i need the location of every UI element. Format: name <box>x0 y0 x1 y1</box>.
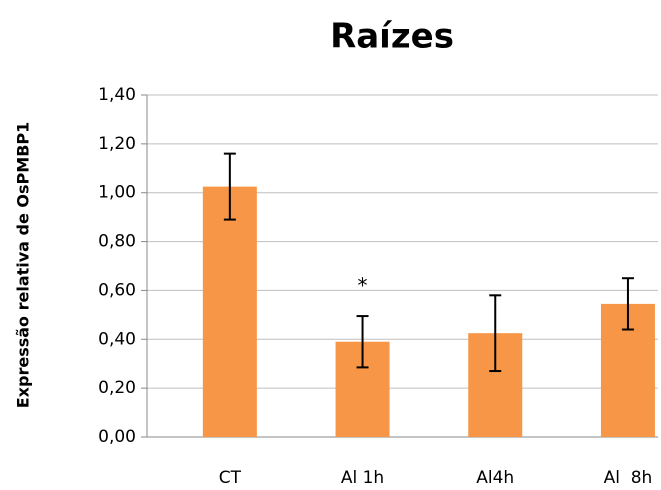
y-tick-label: 0,20 <box>98 378 136 398</box>
y-axis-label: Expressão relativa de OsPMBP1 <box>14 122 33 409</box>
x-tick-label: Al 1h <box>341 468 384 488</box>
y-tick-label: 0,40 <box>98 329 136 349</box>
annotation: * <box>358 274 368 298</box>
y-tick-label: 1,00 <box>98 183 136 203</box>
y-tick-label: 1,20 <box>98 134 136 154</box>
x-tick-label: CT <box>219 468 242 488</box>
bar <box>202 186 257 437</box>
y-tick-label: 0,80 <box>98 232 136 252</box>
y-tick-label: 0,00 <box>98 427 136 447</box>
chart-title: Raízes <box>330 17 454 57</box>
x-tick-label: Al4h <box>476 468 514 488</box>
y-tick-label: 0,60 <box>98 280 136 300</box>
y-tick-label: 1,40 <box>98 85 136 105</box>
x-tick-label: Al 8h <box>604 468 653 488</box>
